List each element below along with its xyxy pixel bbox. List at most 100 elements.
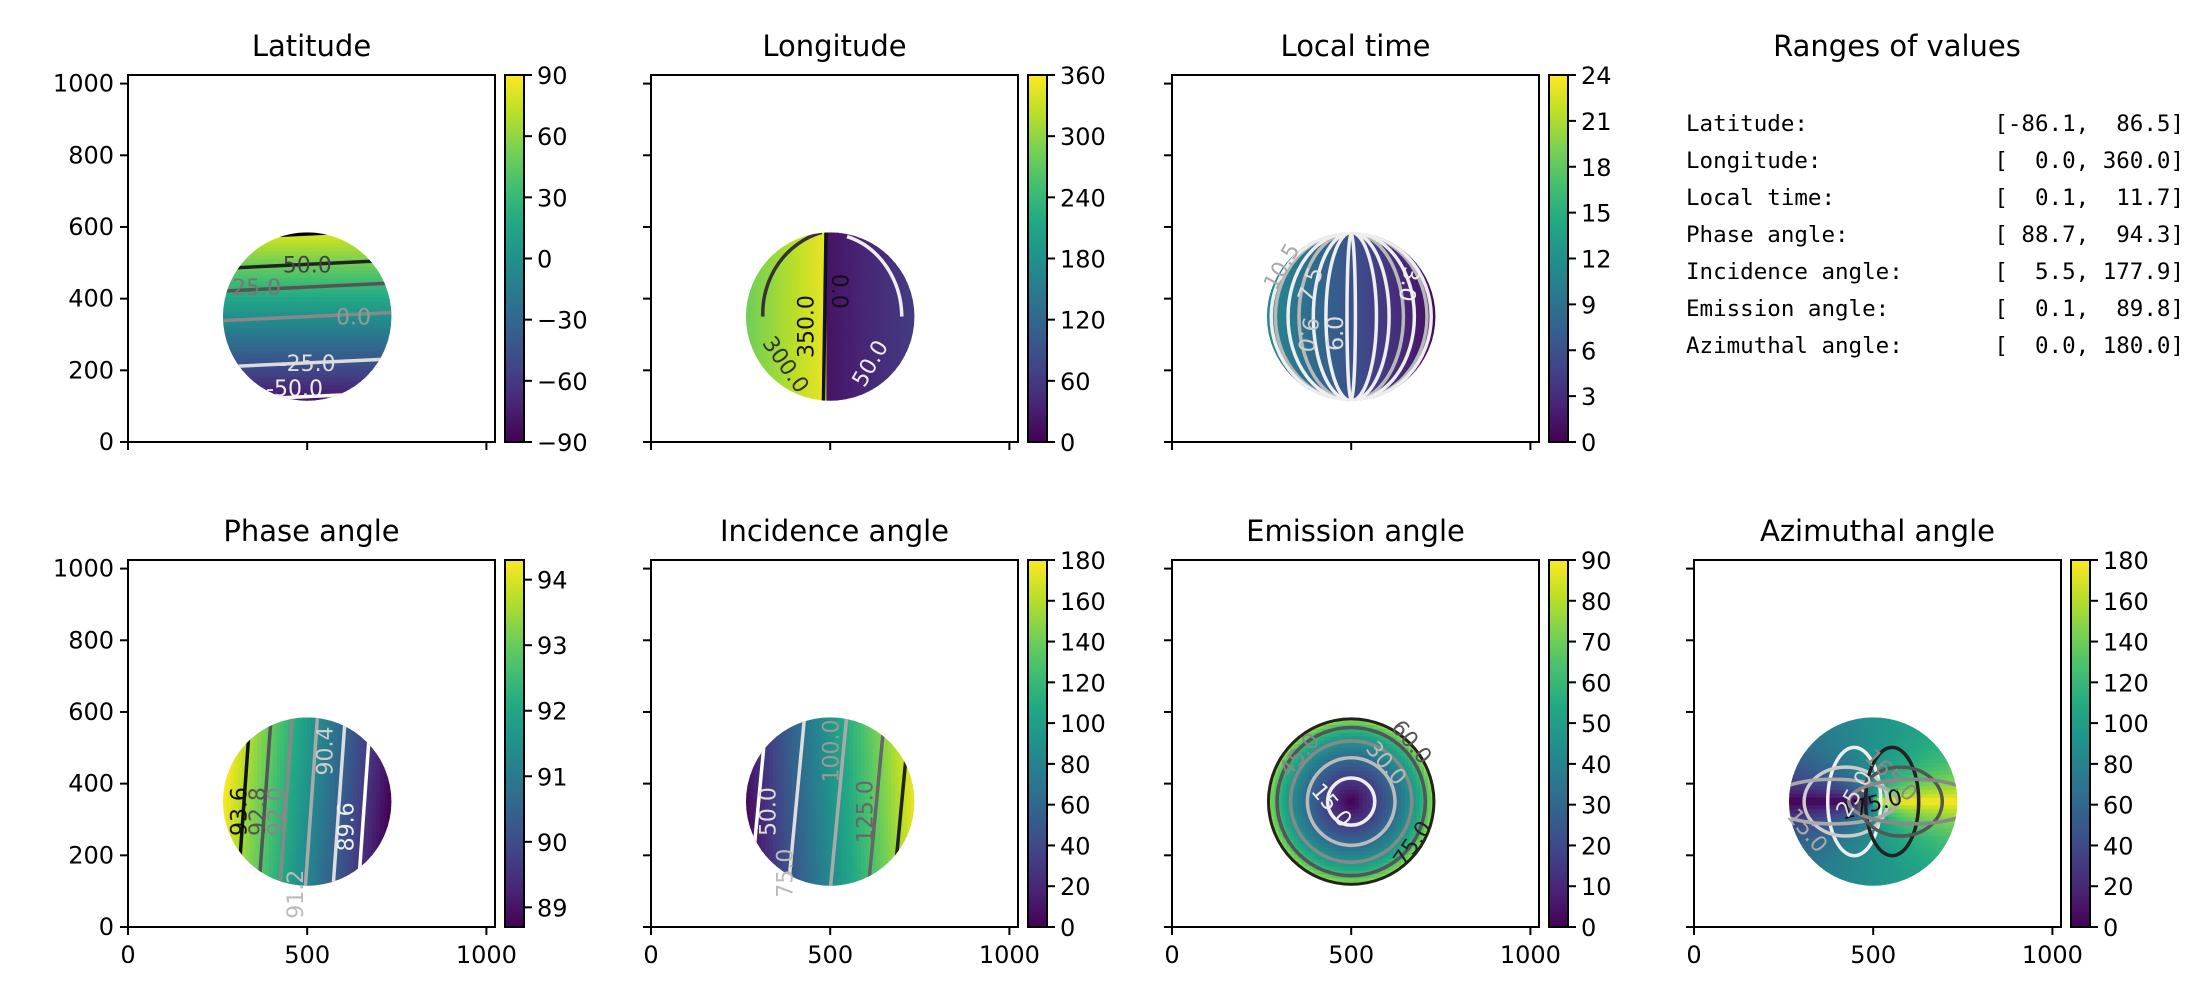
colorbar-tick-label: 80 — [1060, 751, 1091, 779]
panel-title: Emission angle — [1246, 514, 1465, 548]
contour-label: 93.6 — [228, 787, 253, 836]
contour-lines — [1269, 232, 1433, 401]
axes-frame — [1693, 559, 2062, 928]
x-tick-label: 0 — [1686, 941, 1701, 969]
contour-lines — [761, 232, 904, 401]
ranges-row-value: [ 88.7, 94.3] — [1994, 222, 2184, 248]
contour-line — [222, 310, 392, 323]
colorbar-tick-label: 6 — [1581, 337, 1596, 365]
colorbar-tick-label: 70 — [1581, 629, 1612, 657]
colorbar-tick-label: 3 — [1581, 383, 1596, 411]
x-tick-label: 1000 — [979, 941, 1040, 969]
contour-line — [331, 717, 347, 886]
colorbar-tick-label: 89 — [537, 894, 568, 922]
contour-labels: 50.0 75.0 100.0 125.0 — [756, 720, 878, 898]
colorbar-tick-label: 20 — [2103, 873, 2134, 901]
colorbar-tick-label: 40 — [1060, 832, 1091, 860]
y-tick-label: 800 — [68, 141, 114, 169]
x-tick-label: 500 — [284, 941, 330, 969]
axes-frame — [1171, 559, 1540, 928]
colorbar-tick-label: 140 — [1060, 629, 1106, 657]
y-tick-label: 400 — [68, 770, 114, 798]
x-tick-label: 1000 — [456, 941, 517, 969]
x-tick-label: 1000 — [2022, 941, 2083, 969]
ranges-row: Incidence angle: [ 5.5, 177.9] — [1686, 259, 2184, 285]
colorbar-tick-label: −30 — [537, 307, 588, 335]
contour-label: 92.8 — [246, 787, 271, 836]
colorbar-tick-label: 120 — [1060, 669, 1106, 697]
panel-title: Latitude — [252, 29, 371, 63]
contour-line — [222, 281, 392, 293]
colorbar-tick-label: 300 — [1060, 123, 1106, 151]
colorbar-tick-label: 60 — [537, 123, 568, 151]
y-tick-label: 0 — [99, 428, 114, 456]
x-tick-label: 500 — [1850, 941, 1896, 969]
contour-label: 350.0 — [794, 295, 819, 358]
contour-label: 125.0 — [853, 780, 878, 843]
y-tick-label: 200 — [68, 356, 114, 384]
colorbar-frame — [1027, 559, 1048, 928]
panels: Latitude50.025.00.0-25.0-50.002004006008… — [53, 29, 2149, 969]
axes-frame — [650, 74, 1019, 443]
ranges-row-label: Latitude: — [1686, 111, 1808, 137]
y-tick-label: 1000 — [53, 70, 114, 98]
contour-label: 75.0 — [773, 849, 798, 898]
colorbar: −90 −60 −30 0 30 60 90 — [504, 62, 588, 457]
contour-lines — [1788, 745, 1958, 858]
contour-line — [1311, 232, 1391, 401]
colorbar-tick-label: 20 — [1581, 832, 1612, 860]
colorbar-tick-label: 120 — [1060, 307, 1106, 335]
contour-line — [1324, 232, 1379, 401]
colorbar-tick-label: 240 — [1060, 184, 1106, 212]
colorbar-gradient — [1028, 560, 1047, 927]
contour-line — [303, 717, 320, 886]
colorbar-tick-label: 360 — [1060, 62, 1106, 90]
colorbar-tick-label: 100 — [1060, 710, 1106, 738]
colorbar-tick-label: 180 — [1060, 547, 1106, 575]
colorbar-tick-label: 18 — [1581, 154, 1612, 182]
contour-line — [786, 717, 807, 886]
contour-label: 91.2 — [284, 870, 309, 919]
colorbar-gradient — [505, 560, 524, 927]
axes-frame — [127, 559, 496, 928]
colorbar-tick-label: 60 — [2103, 792, 2134, 820]
contour-line — [1825, 745, 1883, 858]
colorbar-tick-label: 0 — [537, 246, 552, 274]
ranges-row-value: [ 0.0, 180.0] — [1994, 333, 2184, 359]
contour-line — [821, 232, 828, 401]
colorbar-gradient — [1549, 75, 1568, 442]
colorbar-tick-label: 90 — [537, 62, 568, 90]
colorbar-tick-label: 140 — [2103, 629, 2149, 657]
colorbar-tick-label: 12 — [1581, 246, 1612, 274]
panel-latitude: Latitude50.025.00.0-25.0-50.002004006008… — [53, 29, 588, 457]
ranges-panel-title: Ranges of values — [1773, 29, 2021, 63]
colorbar-frame — [2070, 559, 2091, 928]
panel-title: Incidence angle — [720, 514, 949, 548]
colorbar-tick-label: 20 — [1060, 873, 1091, 901]
colorbar-tick-label: 30 — [1581, 792, 1612, 820]
contour-label: 89.6 — [335, 802, 360, 851]
contour-label: 0.0 — [336, 306, 371, 331]
contour-line — [222, 258, 392, 271]
panel-phase-angle: Phase angle 93.692.892.0 90.4 89.6 91.2 0 200 4… — [53, 514, 568, 969]
colorbar-tick-label: 93 — [537, 632, 568, 660]
contour-label: 25.0 — [232, 276, 281, 301]
colorbar-tick-label: 40 — [1581, 751, 1612, 779]
contour-label: 90.4 — [313, 727, 338, 776]
contour-line — [1288, 739, 1414, 864]
colorbar-tick-label: 90 — [537, 829, 568, 857]
colorbar-tick-label: 0 — [1581, 914, 1596, 942]
contour-line — [222, 357, 392, 369]
ranges-row-label: Azimuthal angle: — [1686, 333, 1903, 359]
colorbar-tick-label: 21 — [1581, 108, 1612, 136]
contour-label: 50.0 — [756, 787, 781, 836]
ranges-row: Local time: [ 0.1, 11.7] — [1686, 185, 2184, 211]
x-tick-label: 500 — [1328, 941, 1374, 969]
x-tick-label: 500 — [807, 941, 853, 969]
colorbar: 0 60 120 180 240 300 360 — [1027, 62, 1106, 457]
x-tick-label: 1000 — [1500, 941, 1561, 969]
